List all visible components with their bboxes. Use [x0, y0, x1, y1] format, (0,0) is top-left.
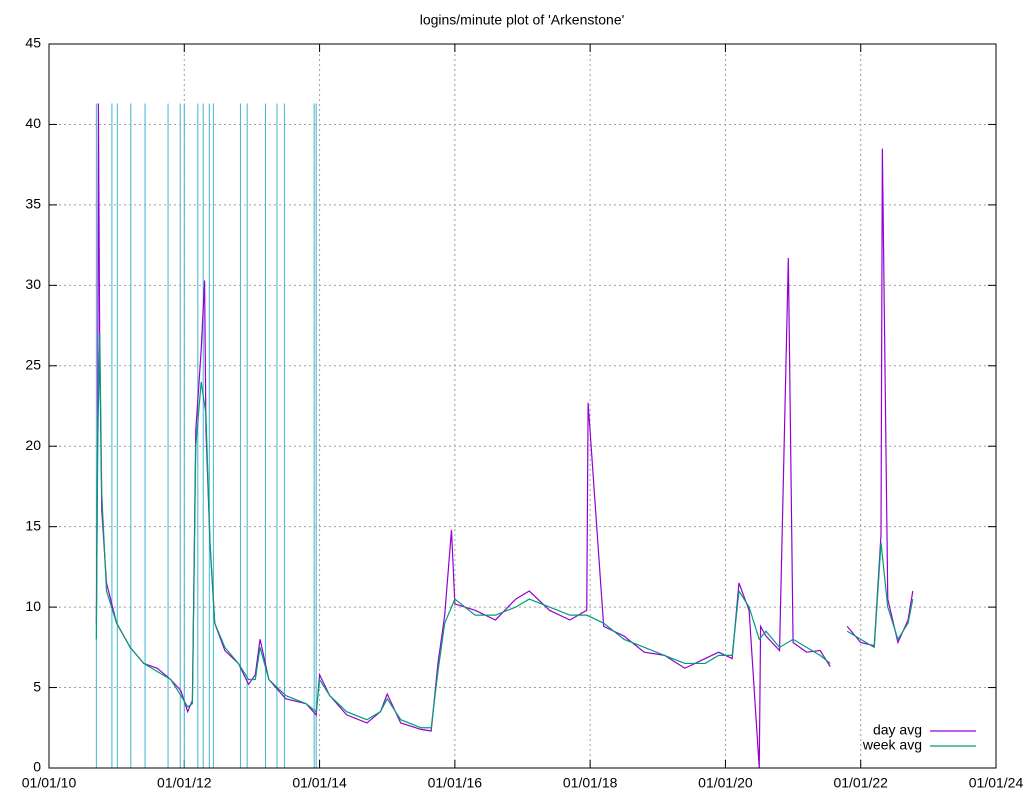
x-tick-label: 01/01/22 [833, 775, 888, 791]
y-tick-label: 40 [25, 115, 41, 131]
x-tick-label: 01/01/12 [157, 775, 212, 791]
plot-border [48, 43, 997, 769]
y-tick-label: 10 [25, 598, 41, 614]
x-tick-label: 01/01/14 [292, 775, 347, 791]
y-tick-label: 45 [25, 35, 41, 51]
legend-label: day avg [873, 722, 922, 738]
x-tick-label: 01/01/10 [22, 775, 77, 791]
y-tick-label: 0 [33, 759, 41, 775]
x-tick-label: 01/01/16 [428, 775, 483, 791]
x-tick-label: 01/01/18 [563, 775, 618, 791]
x-tick-label: 01/01/20 [698, 775, 753, 791]
y-tick-label: 30 [25, 276, 41, 292]
series-line [846, 542, 914, 649]
y-tick-label: 15 [25, 517, 41, 533]
series-line [95, 103, 831, 769]
y-tick-label: 20 [25, 437, 41, 453]
series-line [95, 333, 831, 729]
x-tick-label: 01/01/24 [969, 775, 1024, 791]
y-tick-label: 5 [33, 678, 41, 694]
plot-area: 0 5 10 15 20 25 30 35 40 45 01/01/10 01/01/12 01/01/… [22, 35, 1024, 791]
legend-label: week avg [862, 737, 922, 753]
y-tick-label: 25 [25, 356, 41, 372]
y-tick-label: 35 [25, 196, 41, 212]
chart-title: logins/minute plot of 'Arkenstone' [420, 12, 625, 28]
